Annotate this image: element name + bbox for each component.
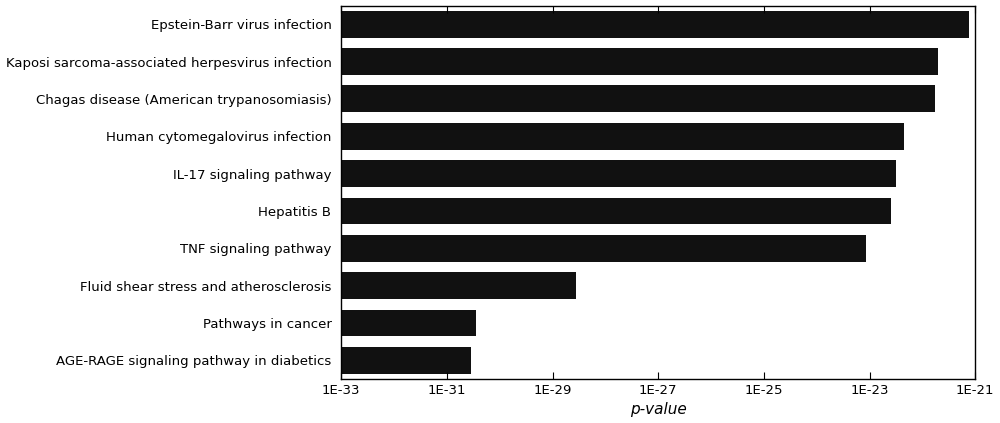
Bar bbox=[341, 347, 471, 374]
Bar bbox=[341, 160, 896, 187]
Bar bbox=[341, 198, 891, 225]
X-axis label: p-value: p-value bbox=[630, 402, 687, 418]
Bar bbox=[341, 272, 576, 299]
Bar bbox=[341, 85, 935, 113]
Bar bbox=[341, 48, 938, 75]
Bar bbox=[341, 11, 969, 38]
Bar bbox=[341, 310, 476, 336]
Bar bbox=[341, 123, 904, 150]
Bar bbox=[341, 235, 866, 262]
